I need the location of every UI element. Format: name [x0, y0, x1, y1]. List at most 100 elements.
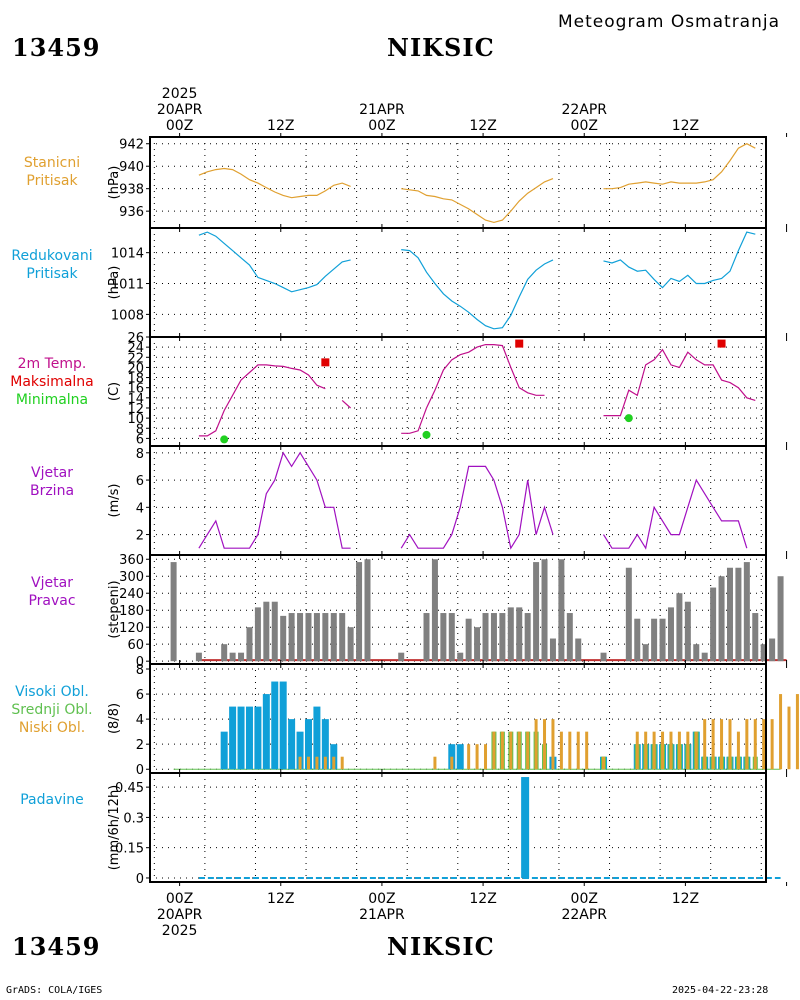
- low-cloud-bar: [306, 756, 310, 770]
- panel-title: Redukovani: [11, 248, 92, 264]
- wind-direction-bar: [533, 562, 540, 662]
- wind-direction-bar: [769, 638, 776, 662]
- high-cloud-bar: [296, 731, 304, 770]
- series-line: [602, 478, 748, 550]
- low-cloud-bar: [669, 731, 673, 770]
- wind-direction-bar: [229, 652, 236, 662]
- bottom-time-label: 00Z: [571, 891, 598, 907]
- wind-direction-bar: [735, 567, 742, 662]
- low-cloud-bar: [644, 731, 648, 770]
- panel-title: Pritisak: [26, 266, 78, 282]
- tmax-marker: [717, 339, 726, 348]
- station-name: NIKSIC: [387, 33, 495, 62]
- series-line: [603, 143, 756, 190]
- series-line: [198, 451, 351, 549]
- panel-title: Vjetar: [31, 465, 73, 481]
- station-id: 13459: [12, 33, 101, 62]
- series-line: [198, 231, 351, 293]
- panel-title: Stanicni: [24, 155, 80, 171]
- panel-title: Minimalna: [16, 392, 88, 408]
- y-tick-label: 20: [127, 361, 144, 376]
- bottom-time-label: 12Z: [672, 891, 699, 907]
- panel-frame: [149, 772, 767, 883]
- wind-direction-bar: [364, 559, 371, 662]
- y-tick-label: 6: [136, 432, 144, 447]
- wind-direction-bar: [693, 644, 700, 662]
- bottom-time-label: 2025: [162, 923, 198, 939]
- wind-direction-bar: [600, 652, 607, 662]
- wind_speed-panel: 2 4 6 8 (m/s) Vjetar Brzina: [30, 442, 788, 559]
- y-tick-label: 1014: [111, 247, 144, 262]
- y-tick-label: 120: [119, 621, 144, 636]
- wind-direction-bar: [499, 613, 506, 662]
- wind-direction-bar: [254, 607, 261, 662]
- wind-direction-bar: [440, 613, 447, 662]
- wind-direction-bar: [516, 607, 523, 662]
- station_pressure-panel: 936 938 940 942 (hPa) Stanicni Pritisak: [24, 133, 788, 232]
- low-cloud-bar: [340, 756, 344, 770]
- reduced_pressure-panel: 1008 1011 1014 (hPa) Redukovani Pritisak: [11, 224, 788, 341]
- low-cloud-bar: [509, 731, 513, 770]
- footer-credit: GrADS: COLA/IGES: [6, 985, 103, 996]
- y-tick-label: 942: [119, 138, 144, 153]
- panel-title: Padavine: [20, 792, 84, 808]
- bottom-time-label: 00Z: [368, 891, 395, 907]
- panel-title: Niski Obl.: [19, 720, 85, 736]
- panel-title: Maksimalna: [10, 374, 94, 390]
- low-cloud-bar: [534, 719, 538, 770]
- top-time-label: 00Z: [166, 118, 193, 134]
- top-time-label: 22APR: [561, 102, 607, 118]
- wind-direction-bar: [474, 627, 481, 662]
- high-cloud-bar: [313, 706, 321, 770]
- low-cloud-bar: [753, 719, 757, 770]
- high-cloud-bar: [288, 719, 296, 770]
- wind-direction-bar: [195, 652, 202, 662]
- y-tick-label: 8: [136, 663, 144, 678]
- low-cloud-bar: [551, 719, 555, 770]
- y-axis-label: (hPa): [107, 166, 122, 200]
- low-cloud-bar: [745, 719, 749, 770]
- y-tick-label: 24: [127, 341, 144, 356]
- low-cloud-bar: [543, 719, 547, 770]
- y-tick-label: 180: [119, 604, 144, 619]
- top-time-label: 20APR: [157, 102, 203, 118]
- high-cloud-bar: [245, 706, 253, 770]
- footer-station-name: NIKSIC: [387, 932, 495, 961]
- y-axis-label: (8/8): [107, 703, 122, 734]
- wind-direction-bar: [760, 644, 767, 662]
- low-cloud-bar: [568, 731, 572, 770]
- series-line: [198, 167, 351, 199]
- top-time-label: 00Z: [368, 118, 395, 134]
- high-cloud-bar: [456, 744, 464, 770]
- y-tick-label: 360: [119, 553, 144, 568]
- wind-direction-bar: [457, 652, 464, 662]
- low-cloud-bar: [762, 719, 766, 770]
- low-cloud-bar: [736, 731, 740, 770]
- top-time-label: 21APR: [359, 102, 405, 118]
- low-cloud-bar: [711, 719, 715, 770]
- wind-direction-bar: [684, 601, 691, 662]
- low-cloud-bar: [559, 731, 563, 770]
- y-tick-label: 18: [127, 372, 144, 387]
- low-cloud-bar: [576, 731, 580, 770]
- panel-title: Vjetar: [31, 575, 73, 591]
- y-tick-label: 0: [136, 763, 144, 778]
- wind-direction-bar: [330, 613, 337, 662]
- wind-direction-bar: [667, 607, 674, 662]
- clouds-panel: 0 2 4 6 8 (8/8) Visoki Obl. Srednji Obl. Niski O…: [11, 660, 799, 778]
- y-tick-label: 0: [136, 655, 144, 670]
- wind-direction-bar: [238, 652, 245, 662]
- tmax-marker: [515, 339, 524, 348]
- bottom-time-label: 22APR: [561, 907, 607, 923]
- tmax-marker: [321, 358, 330, 367]
- series-line: [401, 249, 554, 330]
- y-tick-label: 10: [127, 412, 144, 427]
- wind-direction-bar: [297, 613, 304, 662]
- y-tick-label: 16: [127, 382, 144, 397]
- y-axis-label: (mm/6h/12h): [107, 785, 122, 871]
- low-cloud-bar: [517, 731, 521, 770]
- low-cloud-bar: [526, 731, 530, 770]
- panel-title: Pritisak: [26, 173, 78, 189]
- top-time-label: 2025: [162, 86, 198, 102]
